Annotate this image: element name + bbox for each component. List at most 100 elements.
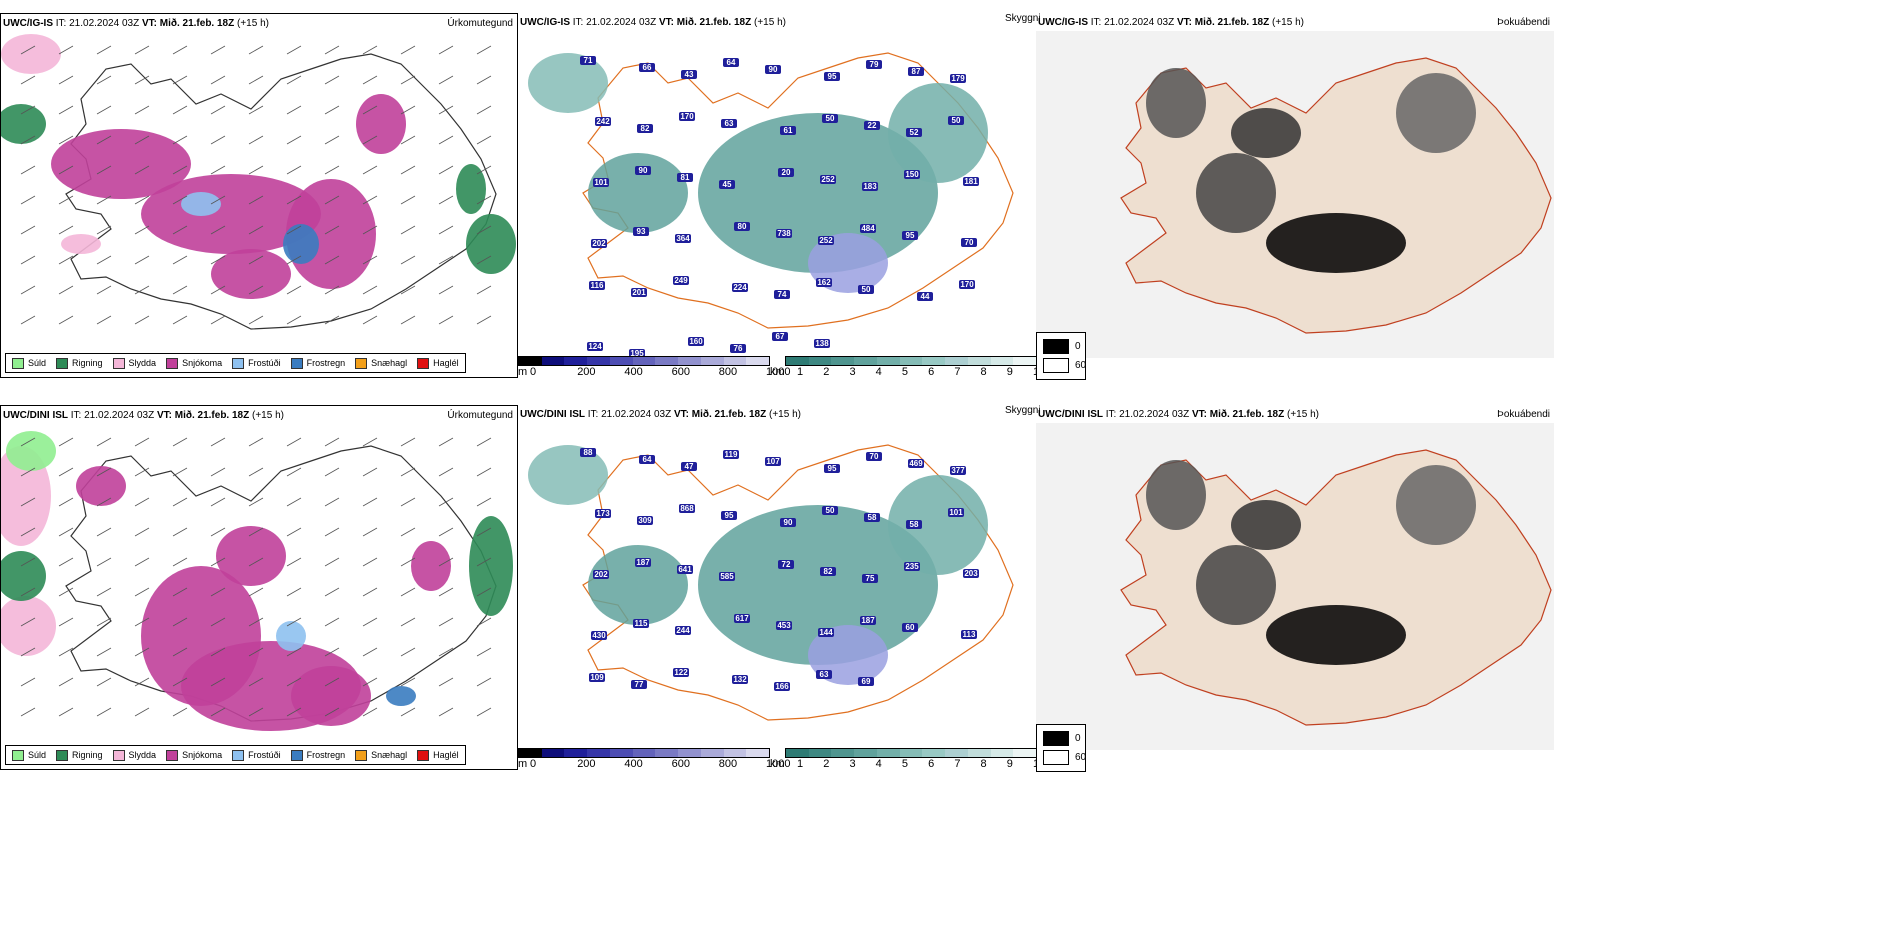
wind-barb [58, 165, 74, 175]
wind-barb [58, 497, 74, 507]
cloud-base-marker [631, 288, 647, 297]
wind-barb [286, 45, 302, 55]
cloud-base-value: 43 [685, 70, 694, 79]
wind-barb [96, 557, 112, 567]
legend-label: Frostúði [248, 358, 281, 368]
wind-barb [476, 587, 492, 597]
cloud-base-marker [822, 506, 838, 515]
legend-swatch [355, 357, 368, 369]
legend-swatch [290, 357, 303, 369]
wind-barb [58, 195, 74, 205]
colorbar-segment [678, 357, 701, 365]
cloud-base-value: 69 [862, 677, 871, 686]
colorbar-segment [786, 749, 809, 757]
wind-barb [362, 617, 378, 627]
wind-barb [134, 467, 150, 477]
precip-legend: Súld Rigning Slydda Snjókoma Frostúði Frostre… [5, 353, 466, 373]
wind-barb [20, 647, 36, 657]
cloud-base-value: 95 [828, 464, 837, 473]
wind-barb [400, 195, 416, 205]
wind-barb [324, 587, 340, 597]
wind-barb [476, 557, 492, 567]
wind-barb [58, 45, 74, 55]
cloud-base-map-igis: UWC/IG-IS IT: 21.02.2024 03Z VT: Mið. 21… [518, 13, 1038, 378]
cloud-base-value: 170 [960, 280, 974, 289]
fog-index-map-dini: UWC/DINI ISL IT: 21.02.2024 03Z VT: Mið.… [1036, 405, 1554, 770]
legend-swatch [112, 357, 125, 369]
wind-barb [324, 75, 340, 85]
colorbar-tick: 9 [1006, 758, 1013, 770]
legend-swatch [56, 357, 69, 369]
colorbar-segment [632, 357, 656, 365]
wind-barb [20, 225, 36, 235]
legend-swatch [112, 749, 125, 761]
precip-legend-item: Súld [12, 357, 46, 369]
fog-area [1196, 153, 1276, 233]
cloud-base-value: 90 [639, 166, 648, 175]
wind-barb [58, 105, 74, 115]
cloud-base-value: 60 [906, 623, 915, 632]
wind-barb [324, 195, 340, 205]
wind-barb [438, 467, 454, 477]
wind-barb [286, 437, 302, 447]
colorbar-segment [609, 357, 633, 365]
cloud-base-value: 70 [965, 238, 974, 247]
wind-barb [210, 647, 226, 657]
precip-area [469, 516, 513, 616]
wind-barb [324, 165, 340, 175]
colorbar-segment [564, 357, 588, 365]
precip-area [216, 526, 286, 586]
wind-barb [286, 497, 302, 507]
wind-barb [362, 527, 378, 537]
wind-barb [400, 557, 416, 567]
wind-barb [400, 617, 416, 627]
cloud-base-marker [679, 504, 695, 513]
cloud-base-value: 50 [826, 506, 835, 515]
cloud-base-value: 173 [596, 509, 610, 518]
colorbar-tick: 7 [954, 366, 961, 378]
cloud-base-value: 252 [819, 236, 833, 245]
wind-barb [476, 527, 492, 537]
wind-barb [476, 437, 492, 447]
cloud-base-value: 119 [725, 450, 738, 459]
elevation-colorbar [518, 356, 770, 366]
wind-barb [362, 467, 378, 477]
precip-type-label: Úrkomutegund [447, 410, 513, 421]
cloud-base-value: 66 [643, 63, 652, 72]
wind-barb [58, 467, 74, 477]
wind-barb [134, 587, 150, 597]
vis-60-swatch [1043, 358, 1069, 373]
wind-barb [362, 557, 378, 567]
wind-barb [438, 437, 454, 447]
wind-barb [362, 497, 378, 507]
wind-barb [96, 467, 112, 477]
wind-barb [324, 617, 340, 627]
cloud-base-marker [772, 332, 788, 341]
precip-area [61, 234, 101, 254]
wind-barb [286, 195, 302, 205]
cloud-base-marker [950, 466, 966, 475]
wind-barb [400, 315, 416, 325]
wind-barb [210, 437, 226, 447]
colorbar-segment [854, 749, 877, 757]
wind-barb [20, 45, 36, 55]
cloud-base-marker [675, 234, 691, 243]
precip-area [51, 129, 191, 199]
legend-label: Frostregn [306, 358, 346, 368]
colorbar-segment [723, 357, 747, 365]
cloud-area [528, 53, 608, 113]
precip-area [456, 164, 486, 214]
precip-legend-item: Rigning [56, 749, 103, 761]
cloud-base-marker [948, 116, 964, 125]
wind-barb [172, 557, 188, 567]
wind-barb [362, 105, 378, 115]
cloud-base-marker [734, 614, 750, 623]
wind-barb [58, 75, 74, 85]
colorbar-segment [587, 357, 610, 365]
fog-area [1396, 73, 1476, 153]
colorbar-tick: 600 [671, 758, 690, 770]
cloud-base-marker [864, 121, 880, 130]
cloud-base-marker [595, 509, 611, 518]
precip-area [76, 466, 126, 506]
wind-barb [400, 647, 416, 657]
